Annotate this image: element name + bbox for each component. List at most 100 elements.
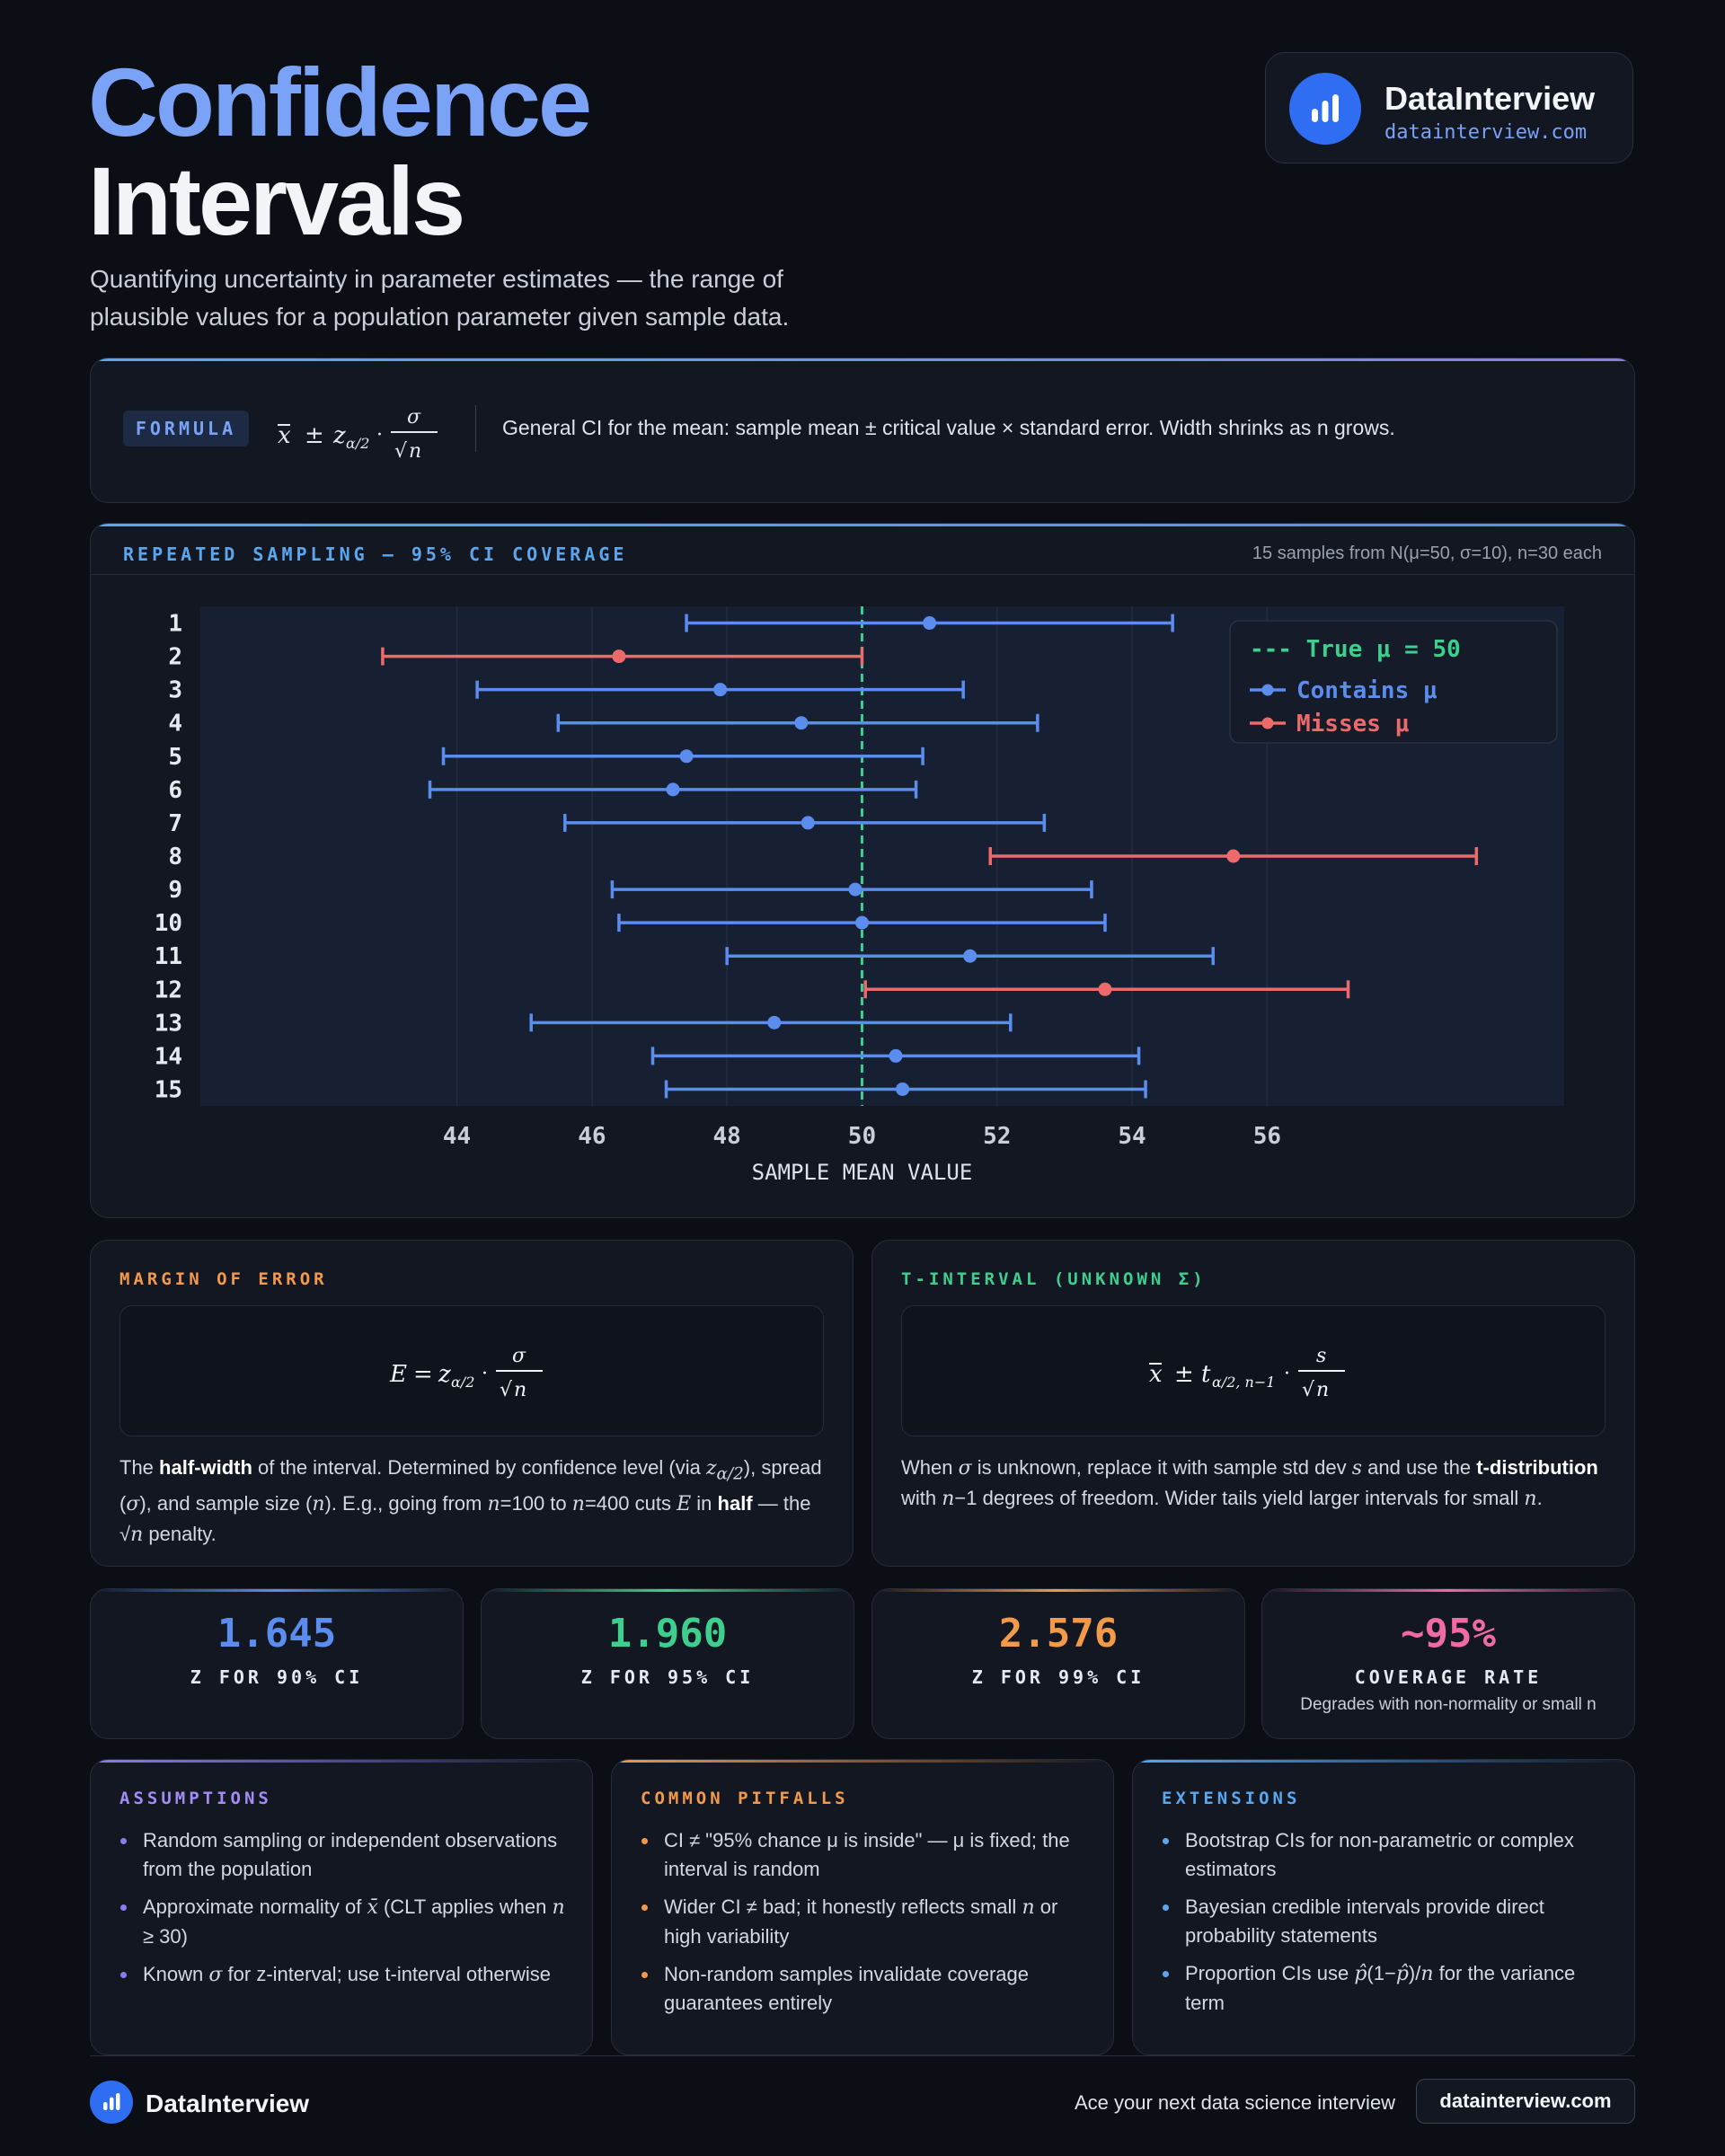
legend-entry-contains: Contains μ [1296,677,1438,704]
list-item: Non-random samples invalidate coverage g… [639,1960,1090,2018]
x-tick-label: 50 [848,1123,876,1150]
svg-text:·: · [482,1363,488,1385]
svg-text:√: √ [394,440,408,463]
y-tick-label: 5 [168,744,182,771]
legend-marker-contains [1261,684,1274,696]
formula-tag: FORMULA [123,411,249,446]
svg-text:σ: σ [512,1345,526,1367]
y-tick-label: 11 [155,943,182,970]
title-line-2: Intervals [88,146,465,255]
pitfalls-label: COMMON PITFALLS [641,1789,849,1808]
list-item: Bootstrap CIs for non-parametric or comp… [1160,1826,1611,1884]
sample-mean-point [666,782,680,797]
stat-sublabel: Degrades with non-normality or small n [1300,1695,1597,1714]
margin-of-error-panel: MARGIN OF ERROR E = z α/2 · σ √ n The ha… [90,1240,854,1567]
list-item-text: Non-random samples invalidate coverage g… [664,1963,1029,2014]
x-tick-label: 56 [1253,1123,1281,1150]
title-line-1: Confidence [88,48,592,156]
y-tick-label: 14 [155,1043,182,1070]
legend-entry-misses: Misses μ [1296,711,1410,738]
panel-accent-line [872,1589,1244,1592]
y-tick-label: 9 [168,877,182,904]
chart-panel: REPEATED SAMPLING — 95% CI COVERAGE 15 s… [90,523,1635,1218]
sample-mean-point [1226,849,1241,863]
svg-text:±: ± [305,422,324,449]
assumptions-list: Random sampling or independent observati… [118,1826,569,1999]
svg-text:√: √ [1302,1379,1315,1401]
x-tick-label: 44 [443,1123,471,1150]
brand-card[interactable]: DataInterview datainterview.com [1265,52,1633,163]
sample-mean-point [896,1082,910,1096]
list-item-text: Proportion CIs use p̂(1−p̂)/n for the va… [1185,1962,1576,2014]
x-tick-label: 54 [1118,1123,1146,1150]
bar-chart-logo-icon [1289,73,1361,145]
t-interval-text: When σ is unknown, replace it with sampl… [901,1456,1598,1510]
svg-text:n: n [1316,1379,1329,1401]
x-tick-label: 52 [983,1123,1011,1150]
stat-label: Z FOR 95% CI [580,1666,755,1688]
t-interval-panel: T-INTERVAL (UNKNOWN Σ) x ± t α/2, n−1 · … [871,1240,1635,1567]
svg-text:n: n [514,1379,526,1401]
bullet-icon [641,1904,648,1911]
list-item-text: Known σ for z-interval; use t-interval o… [143,1963,551,1986]
footer-divider [90,2055,1635,2056]
sample-mean-point [1098,982,1112,996]
sample-mean-point [963,949,978,963]
stat-value: ~95% [1401,1611,1496,1657]
svg-text:n: n [409,440,421,463]
list-item: Random sampling or independent observati… [118,1826,569,1884]
brand-url[interactable]: datainterview.com [1384,121,1588,144]
svg-text:t: t [1201,1361,1211,1388]
list-item-text: Approximate normality of x̄ (CLT applies… [143,1895,565,1948]
chart-header: REPEATED SAMPLING — 95% CI COVERAGE 15 s… [91,524,1634,575]
t-interval-equation: x ± t α/2, n−1 · s √ n [902,1339,1605,1418]
svg-text:σ: σ [407,406,421,429]
svg-text:α/2: α/2 [346,435,369,452]
stat-value: 1.645 [217,1611,337,1657]
extensions-card: EXTENSIONS Bootstrap CIs for non-paramet… [1132,1759,1635,2055]
margin-of-error-text: The half-width of the interval. Determin… [119,1456,822,1547]
sample-mean-point [794,716,809,730]
stat-card: 1.960 Z FOR 95% CI [481,1588,854,1739]
svg-text:x: x [1149,1361,1163,1388]
svg-text:√: √ [500,1379,513,1401]
y-tick-label: 1 [168,611,182,638]
svg-text:z: z [438,1361,451,1388]
x-tick-label: 48 [713,1123,741,1150]
t-interval-equation-box: x ± t α/2, n−1 · s √ n [901,1305,1606,1436]
footer-site-button[interactable]: datainterview.com [1416,2079,1635,2124]
legend-entry-truth: --- True μ = 50 [1250,636,1461,663]
panel-accent-line [91,358,1634,361]
formula-panel: FORMULA x ± z α/2 · σ √ n General CI for… [90,358,1635,503]
footer-tagline: Ace your next data science interview [1075,2091,1396,2114]
svg-text:·: · [376,424,383,446]
svg-text:α/2, n−1: α/2, n−1 [1212,1374,1275,1391]
y-tick-label: 8 [168,844,182,870]
bullet-icon [1163,1971,1169,1977]
sample-mean-point [713,683,728,697]
list-item: Wider CI ≠ bad; it honestly reflects sma… [639,1893,1090,1951]
bullet-icon [1163,1838,1169,1844]
y-tick-label: 13 [155,1010,182,1037]
y-tick-label: 7 [168,810,182,837]
stat-card: 2.576 Z FOR 99% CI [871,1588,1245,1739]
extensions-label: EXTENSIONS [1162,1789,1301,1808]
stat-value: 2.576 [998,1611,1119,1657]
y-tick-label: 15 [155,1076,182,1103]
sample-mean-point [854,915,869,930]
panel-accent-line [482,1589,854,1592]
chart-title: REPEATED SAMPLING — 95% CI COVERAGE [123,543,628,565]
stat-label: COVERAGE RATE [1354,1666,1543,1688]
y-tick-label: 10 [155,910,182,937]
list-item: CI ≠ "95% chance μ is inside" — μ is fix… [639,1826,1090,1884]
sample-mean-point [923,616,937,631]
list-item-text: Bootstrap CIs for non-parametric or comp… [1185,1829,1574,1880]
bullet-icon [120,1904,127,1911]
bullet-icon [641,1838,648,1844]
panel-accent-line [91,1589,463,1592]
list-item-text: Bayesian credible intervals provide dire… [1185,1895,1544,1947]
panel-accent-line [1262,1589,1634,1592]
footer-brand-name: DataInterview [146,2090,310,2117]
y-tick-label: 6 [168,777,182,804]
